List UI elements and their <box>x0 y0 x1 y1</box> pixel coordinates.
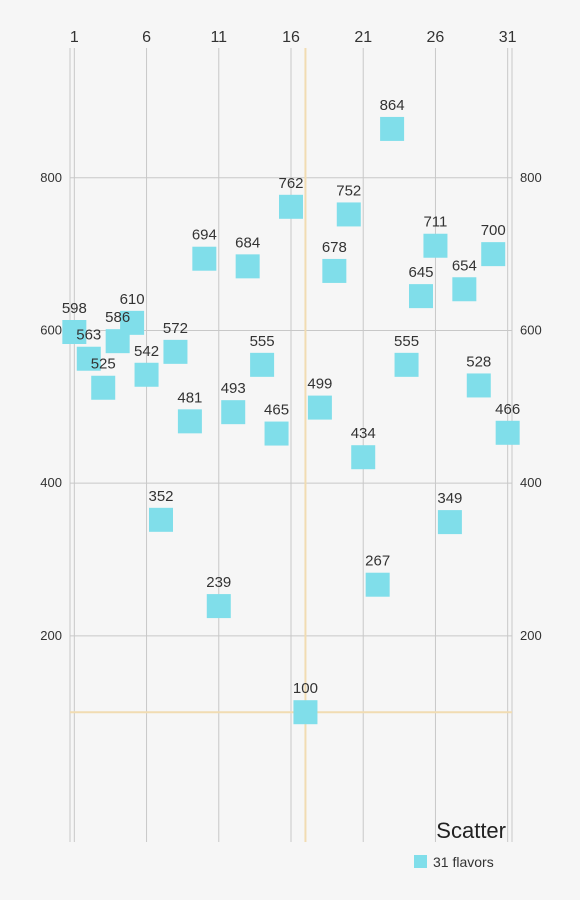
data-label: 752 <box>336 182 361 199</box>
x-tick-label: 1 <box>70 29 79 46</box>
data-point[interactable] <box>380 116 405 141</box>
y-tick-label-left: 400 <box>40 475 62 490</box>
y-axis-left-ticks: 200 400 600 800 <box>40 170 62 643</box>
data-label: 563 <box>76 327 101 344</box>
y-axis-right-ticks: 200 400 600 800 <box>520 170 542 643</box>
y-tick-label-right: 800 <box>520 170 542 185</box>
data-point[interactable] <box>206 594 231 619</box>
x-tick-label: 31 <box>499 29 517 46</box>
x-tick-label: 26 <box>427 29 445 46</box>
data-label: 434 <box>351 425 376 442</box>
grid-lines <box>69 48 513 842</box>
data-label: 499 <box>307 376 332 393</box>
legend-label: 31 flavors <box>433 854 494 870</box>
data-label: 352 <box>148 488 173 505</box>
data-label: 542 <box>134 343 159 360</box>
data-label: 654 <box>452 257 477 274</box>
data-point[interactable] <box>394 352 419 377</box>
data-label: 267 <box>365 553 390 570</box>
data-point[interactable] <box>279 194 303 219</box>
data-points[interactable] <box>62 116 520 725</box>
y-tick-label-right: 600 <box>520 322 542 337</box>
x-tick-label: 21 <box>354 29 372 46</box>
chart-description: Scatter <box>436 818 506 843</box>
data-point[interactable] <box>322 258 347 283</box>
data-label: 555 <box>250 333 275 350</box>
data-label: 684 <box>235 234 260 251</box>
y-tick-label-right: 400 <box>520 475 542 490</box>
data-label: 481 <box>177 389 202 406</box>
y-tick-label-left: 600 <box>40 322 62 337</box>
data-point[interactable] <box>221 400 246 425</box>
data-label: 100 <box>293 680 318 697</box>
data-label: 239 <box>206 574 231 591</box>
data-point[interactable] <box>437 510 462 535</box>
data-label: 711 <box>423 214 447 231</box>
data-label: 525 <box>91 356 116 373</box>
data-point[interactable] <box>163 339 188 364</box>
data-point[interactable] <box>409 284 433 309</box>
y-tick-label-right: 200 <box>520 628 542 643</box>
data-label: 762 <box>278 175 303 192</box>
data-point[interactable] <box>452 277 477 302</box>
data-label: 465 <box>264 402 289 419</box>
data-label: 493 <box>221 380 246 397</box>
data-point[interactable] <box>105 329 130 354</box>
data-point[interactable] <box>91 375 116 400</box>
data-point[interactable] <box>466 373 491 398</box>
data-point[interactable] <box>423 233 448 258</box>
legend-swatch <box>414 855 427 868</box>
data-label: 645 <box>408 264 433 281</box>
data-point[interactable] <box>149 507 173 532</box>
data-label: 864 <box>380 97 405 114</box>
x-tick-label: 6 <box>142 29 151 46</box>
data-point[interactable] <box>264 421 289 446</box>
data-label: 700 <box>481 222 506 239</box>
data-point[interactable] <box>293 700 318 725</box>
data-point[interactable] <box>351 445 376 470</box>
data-label: 694 <box>192 227 217 244</box>
data-point[interactable] <box>235 254 260 279</box>
data-point[interactable] <box>336 202 361 227</box>
x-tick-label: 11 <box>210 29 227 46</box>
data-label: 466 <box>495 401 520 418</box>
data-label: 555 <box>394 333 419 350</box>
data-label: 349 <box>437 490 462 507</box>
data-point[interactable] <box>307 395 332 420</box>
data-point[interactable] <box>250 352 275 377</box>
legend: 31 flavors <box>414 854 494 870</box>
data-point[interactable] <box>481 242 506 267</box>
data-point[interactable] <box>365 572 390 597</box>
data-point[interactable] <box>177 409 202 434</box>
y-tick-label-left: 200 <box>40 628 62 643</box>
data-label: 610 <box>120 291 145 308</box>
data-label: 586 <box>105 309 130 326</box>
data-point[interactable] <box>62 320 87 345</box>
data-label: 678 <box>322 239 347 256</box>
data-point[interactable] <box>495 420 520 445</box>
x-tick-label: 16 <box>282 29 300 46</box>
data-point[interactable] <box>76 346 101 371</box>
data-label: 528 <box>466 353 491 370</box>
x-axis-top-ticks: 1 6 11 16 21 26 31 <box>70 29 517 46</box>
y-tick-label-left: 800 <box>40 170 62 185</box>
data-point[interactable] <box>120 310 145 335</box>
data-label: 572 <box>163 320 188 337</box>
data-point[interactable] <box>192 246 217 271</box>
data-point[interactable] <box>134 362 159 387</box>
data-label: 598 <box>62 300 87 317</box>
